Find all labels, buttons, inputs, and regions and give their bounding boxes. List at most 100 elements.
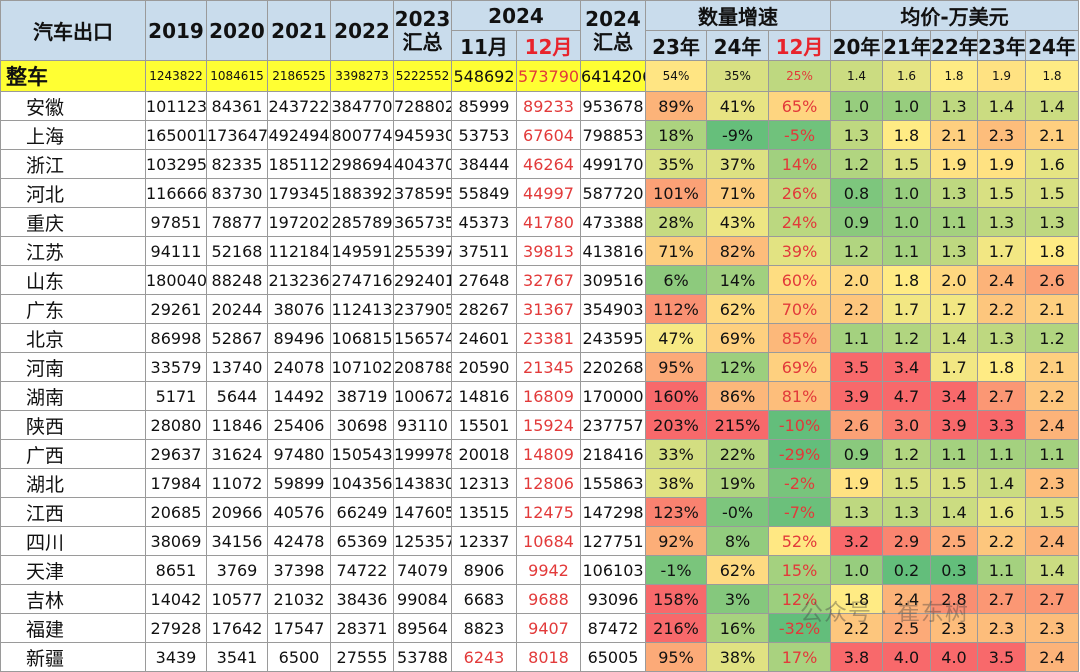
province-name: 上海	[0, 120, 146, 150]
growth-cell: 19%	[706, 468, 770, 498]
export-value-cell: 14042	[145, 584, 207, 614]
price-cell: 2.1	[1025, 120, 1080, 150]
table-row: 广东 29261 20244 38076 112413 237905 28267 31367 3…	[0, 294, 1080, 324]
export-value-cell: 38436	[330, 584, 394, 614]
price-cell: 2.1	[1025, 352, 1080, 382]
total-price: 1.9	[977, 60, 1027, 92]
export-value-cell: 42478	[267, 526, 331, 556]
export-value-cell: 20244	[206, 294, 268, 324]
province-name: 河北	[0, 178, 146, 208]
price-cell: 1.3	[977, 207, 1027, 237]
export-value-cell: 65369	[330, 526, 394, 556]
price-cell: 2.6	[1025, 265, 1080, 295]
province-name: 江苏	[0, 236, 146, 266]
export-value-cell: 473388	[580, 207, 647, 237]
growth-cell: 215%	[706, 410, 770, 440]
table-row: 上海 165001 173647 492494 800774 945930 53753 676…	[0, 120, 1080, 150]
growth-cell: 14%	[706, 265, 770, 295]
export-value-cell: 27555	[330, 642, 394, 672]
export-value-cell: 188392	[330, 178, 394, 208]
header-price-24: 24年	[1025, 30, 1080, 61]
export-value-cell: 65005	[580, 642, 647, 672]
export-value-cell: 78877	[206, 207, 268, 237]
price-cell: 1.1	[882, 236, 932, 266]
total-value: 548692	[451, 60, 517, 92]
table-row: 广西 29637 31624 97480 150543 199978 20018 14809 2…	[0, 439, 1080, 469]
price-cell: 1.8	[977, 352, 1027, 382]
price-cell: 1.1	[830, 323, 884, 353]
export-value-cell: 3541	[206, 642, 268, 672]
header-2024b-sub: 汇总	[593, 29, 634, 54]
export-value-cell: 45373	[451, 207, 517, 237]
export-value-cell: 218416	[580, 439, 647, 469]
export-value-cell: 17642	[206, 613, 268, 643]
province-name: 浙江	[0, 149, 146, 179]
growth-cell: 60%	[768, 265, 832, 295]
table-row: 湖北 17984 11072 59899 104356 143830 12313 12806 1…	[0, 468, 1080, 498]
export-value-cell: 499170	[580, 149, 647, 179]
export-value-cell: 179345	[267, 178, 331, 208]
total-value: 6414206	[580, 60, 647, 92]
header-price-20: 20年	[830, 30, 884, 61]
price-cell: 2.0	[930, 265, 979, 295]
price-cell: 1.2	[830, 149, 884, 179]
price-cell: 2.8	[930, 584, 979, 614]
province-name: 湖北	[0, 468, 146, 498]
export-value-cell: 116666	[145, 178, 207, 208]
export-value-cell: 52168	[206, 236, 268, 266]
export-value-cell: 165001	[145, 120, 207, 150]
province-name: 广西	[0, 439, 146, 469]
export-value-cell: 147605	[393, 497, 452, 527]
export-value-cell: 17984	[145, 468, 207, 498]
price-cell: 1.5	[930, 468, 979, 498]
export-value-cell: 20966	[206, 497, 268, 527]
price-cell: 1.0	[830, 555, 884, 585]
province-name: 四川	[0, 526, 146, 556]
growth-cell: 12%	[768, 584, 832, 614]
dec-value-cell: 23381	[515, 323, 582, 353]
table-row: 四川 38069 34156 42478 65369 125357 12337 10684 12…	[0, 526, 1080, 556]
export-value-cell: 28080	[145, 410, 207, 440]
price-cell: 1.1	[930, 439, 979, 469]
province-name: 天津	[0, 555, 146, 585]
export-value-cell: 5171	[145, 381, 207, 411]
header-year-2022: 2022	[330, 0, 394, 61]
export-value-cell: 14816	[451, 381, 517, 411]
export-value-cell: 274716	[330, 265, 394, 295]
price-cell: 1.1	[930, 207, 979, 237]
table-row: 新疆 3439 3541 6500 27555 53788 6243 8018 65005 95%…	[0, 642, 1080, 672]
export-value-cell: 24078	[267, 352, 331, 382]
price-cell: 1.1	[977, 439, 1027, 469]
header-nov: 11月	[451, 30, 517, 61]
export-value-cell: 100672	[393, 381, 452, 411]
export-value-cell: 173647	[206, 120, 268, 150]
export-value-cell: 587720	[580, 178, 647, 208]
export-value-cell: 237757	[580, 410, 647, 440]
total-growth-dec: 25%	[768, 60, 832, 92]
export-value-cell: 12313	[451, 468, 517, 498]
export-value-cell: 38069	[145, 526, 207, 556]
price-cell: 4.0	[882, 642, 932, 672]
header-2024-total: 2024 汇总	[580, 0, 647, 61]
table-row: 江西 20685 20966 40576 66249 147605 13515 12475 14…	[0, 497, 1080, 527]
export-value-cell: 292401	[393, 265, 452, 295]
growth-cell: -9%	[706, 120, 770, 150]
table-row: 北京 86998 52867 89496 106815 156574 24601 23381 2…	[0, 323, 1080, 353]
total-value: 1084615	[206, 60, 268, 92]
dec-value-cell: 9688	[515, 584, 582, 614]
price-cell: 1.7	[882, 294, 932, 324]
header-price: 均价-万美元	[830, 0, 1080, 31]
price-cell: 2.2	[1025, 381, 1080, 411]
export-value-cell: 104356	[330, 468, 394, 498]
header-growth: 数量增速	[645, 0, 832, 31]
table-row: 江苏 94111 52168 112184 149591 255397 37511 39813…	[0, 236, 1080, 266]
price-cell: 3.5	[830, 352, 884, 382]
price-cell: 4.0	[930, 642, 979, 672]
growth-cell: 86%	[706, 381, 770, 411]
export-value-cell: 103295	[145, 149, 207, 179]
export-value-cell: 85999	[451, 91, 517, 121]
dec-value-cell: 9942	[515, 555, 582, 585]
export-value-cell: 220268	[580, 352, 647, 382]
price-cell: 3.0	[882, 410, 932, 440]
table-row: 安徽 101123 84361 243722 384770 728802 85999 8923…	[0, 91, 1080, 121]
